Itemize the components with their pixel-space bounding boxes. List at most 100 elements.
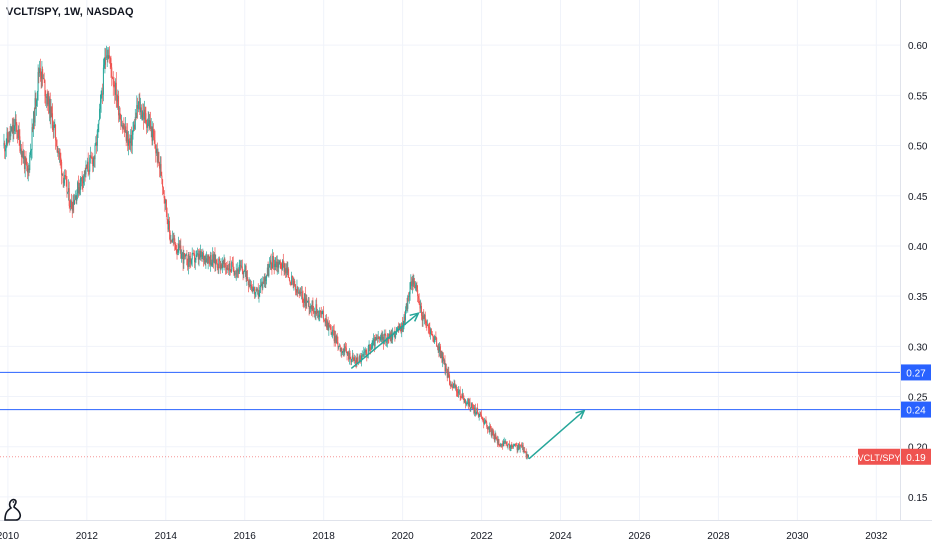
trend-arrows[interactable] [350, 312, 586, 460]
candle-body [264, 276, 266, 281]
candle-body [131, 134, 133, 146]
candle-body [392, 333, 394, 340]
candle-body [301, 292, 303, 298]
candle-body [202, 253, 204, 255]
candle-body [11, 126, 13, 134]
candle-body [455, 385, 457, 388]
time-axis-divider [0, 520, 932, 521]
candle-body [256, 289, 258, 291]
candle-body [23, 155, 25, 169]
candle-body [4, 142, 6, 152]
candle-body [319, 310, 321, 315]
candle-body [379, 338, 381, 341]
candle-body [107, 55, 109, 59]
candle-body [225, 267, 227, 270]
candle-body [205, 260, 207, 263]
last-price-badge [901, 448, 931, 465]
candle-body [468, 401, 470, 406]
candle-body [383, 333, 385, 344]
candle-body [187, 265, 189, 267]
candle-body [360, 357, 362, 362]
candle-body [30, 149, 32, 151]
candle-body [169, 232, 171, 242]
candle-body [39, 68, 41, 74]
candle-body [502, 441, 504, 447]
candle-body [219, 260, 221, 270]
candle-body [291, 275, 293, 278]
candle-body [28, 168, 30, 171]
candle-body [108, 55, 110, 59]
candle-body [212, 254, 214, 263]
candle-body [197, 253, 199, 255]
candle-body [276, 262, 278, 268]
trend-arrow-head[interactable] [575, 409, 586, 420]
candle-body [45, 96, 47, 98]
trend-arrow-head[interactable] [409, 312, 420, 322]
candle-body [417, 296, 419, 299]
candle-body [37, 72, 39, 92]
candle-body [484, 419, 486, 422]
candle-body [128, 139, 130, 142]
candle-body [260, 285, 262, 288]
candle-body [92, 158, 94, 167]
trend-arrow-line[interactable] [528, 410, 585, 460]
candle-body [187, 254, 189, 267]
candle-body [298, 292, 300, 294]
candle-body [383, 337, 385, 344]
candle-body [89, 157, 91, 172]
tradingview-logo-icon[interactable] [2, 494, 24, 522]
trend-arrow-line[interactable] [350, 312, 419, 369]
candle-body [427, 324, 429, 328]
candle-body [121, 125, 123, 126]
candle-body [47, 93, 49, 105]
candle-body [195, 254, 197, 260]
candle-body [335, 335, 337, 343]
candle-body [93, 157, 95, 167]
candle-body [332, 329, 334, 331]
candle-body [324, 321, 326, 323]
candle-body [320, 312, 322, 315]
candle-body [435, 336, 437, 338]
candle-body [526, 454, 528, 457]
candle-body [181, 253, 183, 259]
candle-body [404, 316, 406, 321]
candle-body [342, 351, 344, 353]
candle-body [456, 391, 458, 393]
candle-body [521, 445, 523, 447]
candle-body [138, 101, 140, 103]
candle-body [272, 255, 274, 269]
candle-body [348, 352, 350, 360]
candle-body [98, 120, 100, 125]
candle-body [99, 108, 101, 121]
candle-body [405, 310, 407, 321]
candle-body [228, 263, 230, 271]
candle-body [329, 325, 331, 326]
y-tick-label: 0.40 [908, 242, 928, 253]
candle-body [314, 311, 316, 314]
candle-body [64, 175, 66, 178]
candle-body [286, 267, 288, 273]
candle-body [304, 293, 306, 303]
candle-body [222, 260, 224, 269]
candle-body [40, 75, 42, 79]
candle-body [8, 139, 10, 143]
candle-body [329, 325, 331, 327]
candle-body [245, 265, 247, 279]
candle-body [432, 335, 434, 337]
candle-body [359, 356, 361, 358]
horizontal-lines[interactable] [0, 371, 900, 458]
candle-body [289, 280, 291, 285]
time-axis[interactable]: 2010 2012 2014 2016 2018 2020 2022 2024 2026 2028… [0, 531, 888, 542]
candle-body [96, 142, 98, 146]
candle-body [420, 306, 422, 309]
candle-body [222, 260, 224, 265]
candle-body [171, 240, 173, 242]
candle-body [199, 253, 201, 258]
price-axis[interactable]: 0.60 0.55 0.50 0.45 0.40 0.35 0.30 0.25 0.20 0.15 [908, 41, 928, 504]
candle-body [363, 351, 365, 356]
candle-body [419, 304, 421, 309]
candle-body [125, 126, 127, 141]
candle-body [118, 113, 120, 116]
candle-body [364, 349, 366, 352]
